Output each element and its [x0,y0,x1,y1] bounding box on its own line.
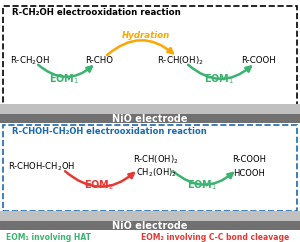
Text: EOM₂ involving C-C bond cleavage: EOM₂ involving C-C bond cleavage [141,233,289,242]
Text: EOM$_1$: EOM$_1$ [204,72,234,86]
Text: R-CH(OH)$_2$: R-CH(OH)$_2$ [157,54,203,67]
Text: R-CHO: R-CHO [85,56,113,65]
Text: EOM₁ involving HAT: EOM₁ involving HAT [6,233,91,242]
Text: R-CH₂OH electrooxidation reaction: R-CH₂OH electrooxidation reaction [12,8,181,17]
FancyBboxPatch shape [0,211,300,221]
Text: R-CHOH-CH$_2$OH: R-CHOH-CH$_2$OH [8,161,76,173]
Text: R-COOH: R-COOH [241,56,275,65]
FancyBboxPatch shape [0,221,300,230]
Text: CH$_2$(OH)$_2$: CH$_2$(OH)$_2$ [136,167,176,179]
FancyBboxPatch shape [0,104,300,115]
Text: NiO electrode: NiO electrode [112,220,188,231]
Text: EOM$_1$: EOM$_1$ [187,178,218,192]
FancyBboxPatch shape [3,6,297,105]
Text: Hydration: Hydration [122,30,170,40]
Text: NiO electrode: NiO electrode [112,114,188,124]
Text: EOM$_1$: EOM$_1$ [49,72,80,86]
FancyBboxPatch shape [0,114,300,123]
Text: R-CHOH-CH₂OH electrooxidation reaction: R-CHOH-CH₂OH electrooxidation reaction [12,127,207,136]
Text: R-COOH: R-COOH [232,155,266,164]
FancyBboxPatch shape [3,125,297,211]
Text: R-CH$_2$OH: R-CH$_2$OH [10,54,50,67]
Text: HCOOH: HCOOH [233,168,265,178]
Text: R-CH(OH)$_2$: R-CH(OH)$_2$ [133,153,179,166]
Text: EOM$_2$: EOM$_2$ [84,178,114,192]
